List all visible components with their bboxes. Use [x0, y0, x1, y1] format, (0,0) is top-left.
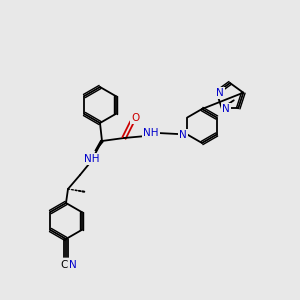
Text: NH: NH: [143, 128, 159, 138]
Text: N: N: [222, 104, 230, 114]
Polygon shape: [95, 140, 103, 151]
Text: N: N: [69, 260, 77, 270]
Text: N: N: [216, 88, 224, 98]
Text: C: C: [60, 260, 68, 270]
Text: N: N: [179, 130, 187, 140]
Text: NH: NH: [84, 154, 100, 164]
Text: O: O: [131, 113, 139, 123]
